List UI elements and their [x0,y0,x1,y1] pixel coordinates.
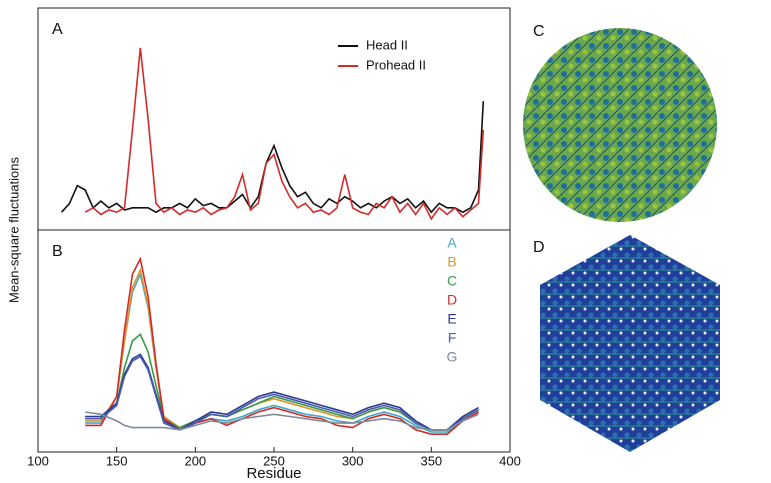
plot-frame [37,229,511,453]
panel-label: C [533,23,545,40]
series-line [85,332,479,431]
plot-frame [37,7,511,231]
panel-label: A [52,21,63,38]
series-line [85,271,479,433]
series-line [85,355,479,431]
series-line [85,411,479,431]
panel-label: D [533,239,545,256]
series-line [84,47,485,221]
image-d: D [533,235,720,452]
legend-label: D [447,292,457,308]
series-line [61,101,485,214]
panel-label: B [52,243,63,260]
legend-label: B [447,254,456,270]
y-axis-label: Mean-square fluctuations [6,157,21,303]
series-line [85,353,479,431]
legend-label: F [448,330,457,346]
legend-label: A [447,235,457,251]
x-tick-label: 250 [263,453,285,468]
x-tick-label: 300 [342,453,364,468]
capsid-image [523,28,717,222]
legend-label: C [447,273,457,289]
x-tick-label: 200 [184,453,206,468]
x-tick-label: 400 [499,453,521,468]
legend-label: Head II [366,37,408,52]
x-tick-label: 350 [420,453,442,468]
x-tick-label: 150 [106,453,128,468]
x-tick-label: 100 [27,453,49,468]
legend-label: Prohead II [366,57,426,72]
legend-label: E [447,311,456,327]
capsid-image [540,235,720,452]
image-c: C [523,23,717,222]
legend-label: G [447,349,458,365]
x-axis-label: Residue [246,465,301,482]
